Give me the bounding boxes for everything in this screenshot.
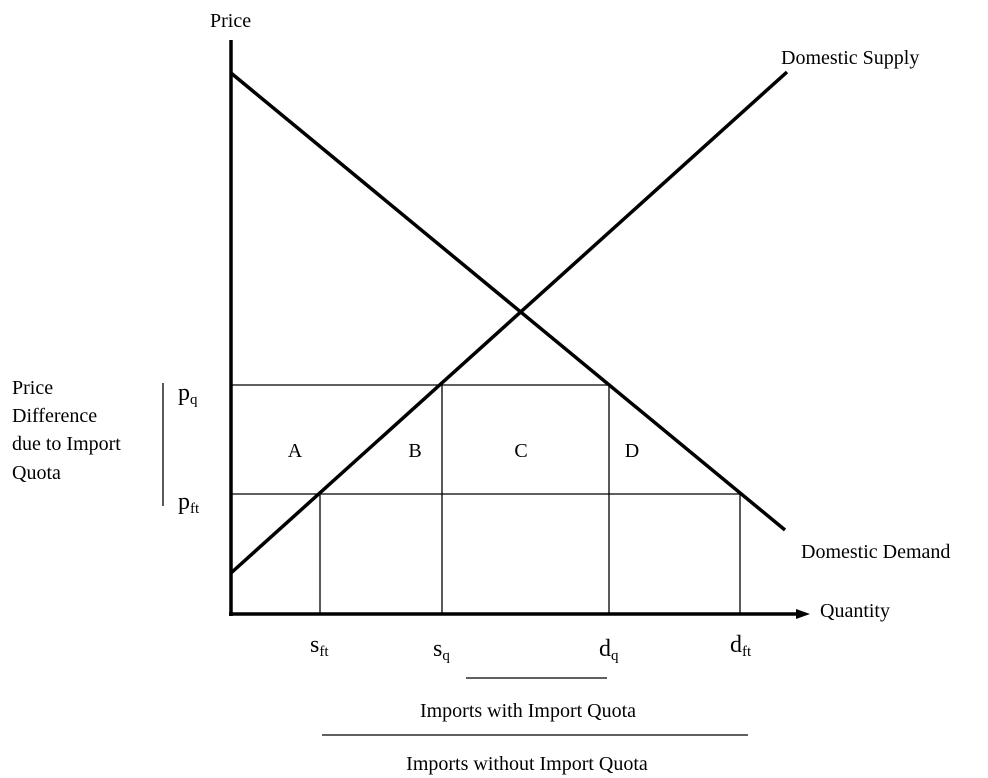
imports-free-label: Imports without Import Quota	[406, 753, 648, 775]
bracket-label: Difference	[12, 405, 97, 427]
demand-curve	[229, 71, 787, 532]
area-label: C	[514, 440, 527, 462]
quantity-label-sub: ft	[742, 644, 752, 660]
quantity-label-sub: q	[442, 648, 450, 664]
quantity-label-main: s	[433, 636, 442, 662]
quantity-label-sub: q	[611, 648, 619, 664]
price-label-sub: q	[190, 392, 198, 408]
y-axis-label: Price	[210, 10, 251, 32]
quantity-label: sft	[310, 632, 329, 660]
bracket-label: due to Import	[12, 433, 121, 455]
area-label: B	[408, 440, 421, 462]
price-label: pq	[178, 380, 198, 408]
price-label: pft	[178, 489, 200, 517]
area-label: A	[288, 440, 303, 462]
price-label-main: p	[178, 489, 190, 515]
x-axis-arrow	[796, 609, 810, 619]
quantity-label-main: d	[730, 632, 742, 658]
bracket-label: Price	[12, 377, 53, 399]
area-label: D	[625, 440, 639, 462]
bracket-label: Quota	[12, 462, 61, 484]
quantity-label-main: d	[599, 636, 611, 662]
quantity-label: dft	[730, 632, 752, 660]
demand-label: Domestic Demand	[801, 541, 950, 563]
x-axis-label: Quantity	[820, 600, 890, 622]
price-label-main: p	[178, 380, 190, 406]
imports-quota-label: Imports with Import Quota	[420, 700, 636, 722]
quantity-label: dq	[599, 636, 619, 664]
quantity-label-sub: ft	[319, 644, 329, 660]
price-label-sub: ft	[190, 501, 200, 517]
supply-label: Domestic Supply	[781, 47, 919, 69]
supply-curve	[229, 70, 789, 575]
quantity-label-main: s	[310, 632, 319, 658]
quantity-label: sq	[433, 636, 450, 664]
